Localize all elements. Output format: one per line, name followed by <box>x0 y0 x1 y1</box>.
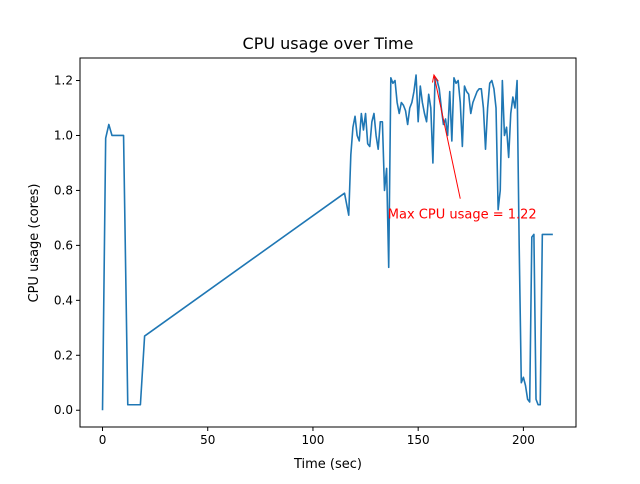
x-tick-label: 200 <box>512 433 535 447</box>
x-axis-label: Time (sec) <box>293 457 362 472</box>
y-tick-label: 0.4 <box>54 293 73 307</box>
annotation-label: Max CPU usage = 1.22 <box>388 208 537 223</box>
annotation-arrow-line <box>433 74 461 199</box>
series-group <box>101 74 553 411</box>
x-tick-label: 0 <box>99 433 107 447</box>
annotation-arrowhead <box>431 73 439 83</box>
y-tick-label: 0.0 <box>54 403 73 417</box>
cpu-usage-line <box>101 74 553 411</box>
axes-frame <box>79 57 577 428</box>
chart-title: CPU usage over Time <box>243 34 414 53</box>
y-tick-label: 0.2 <box>54 348 73 362</box>
x-axis-ticks: 0 50 100 150 200 <box>99 427 535 447</box>
y-tick-label: 0.8 <box>54 183 73 197</box>
plot-area: Max CPU usage = 1.22 <box>79 57 577 428</box>
x-tick-label: 100 <box>302 433 325 447</box>
x-tick-label: 150 <box>407 433 430 447</box>
annotation-group: Max CPU usage = 1.22 <box>388 73 537 223</box>
y-axis-label: CPU usage (cores) <box>27 184 42 303</box>
y-tick-label: 1.0 <box>54 128 73 142</box>
y-tick-label: 1.2 <box>54 74 73 88</box>
x-tick-label: 50 <box>200 433 215 447</box>
y-tick-label: 0.6 <box>54 238 73 252</box>
y-axis-ticks: 0.0 0.2 0.4 0.6 0.8 1.0 1.2 <box>54 74 80 417</box>
